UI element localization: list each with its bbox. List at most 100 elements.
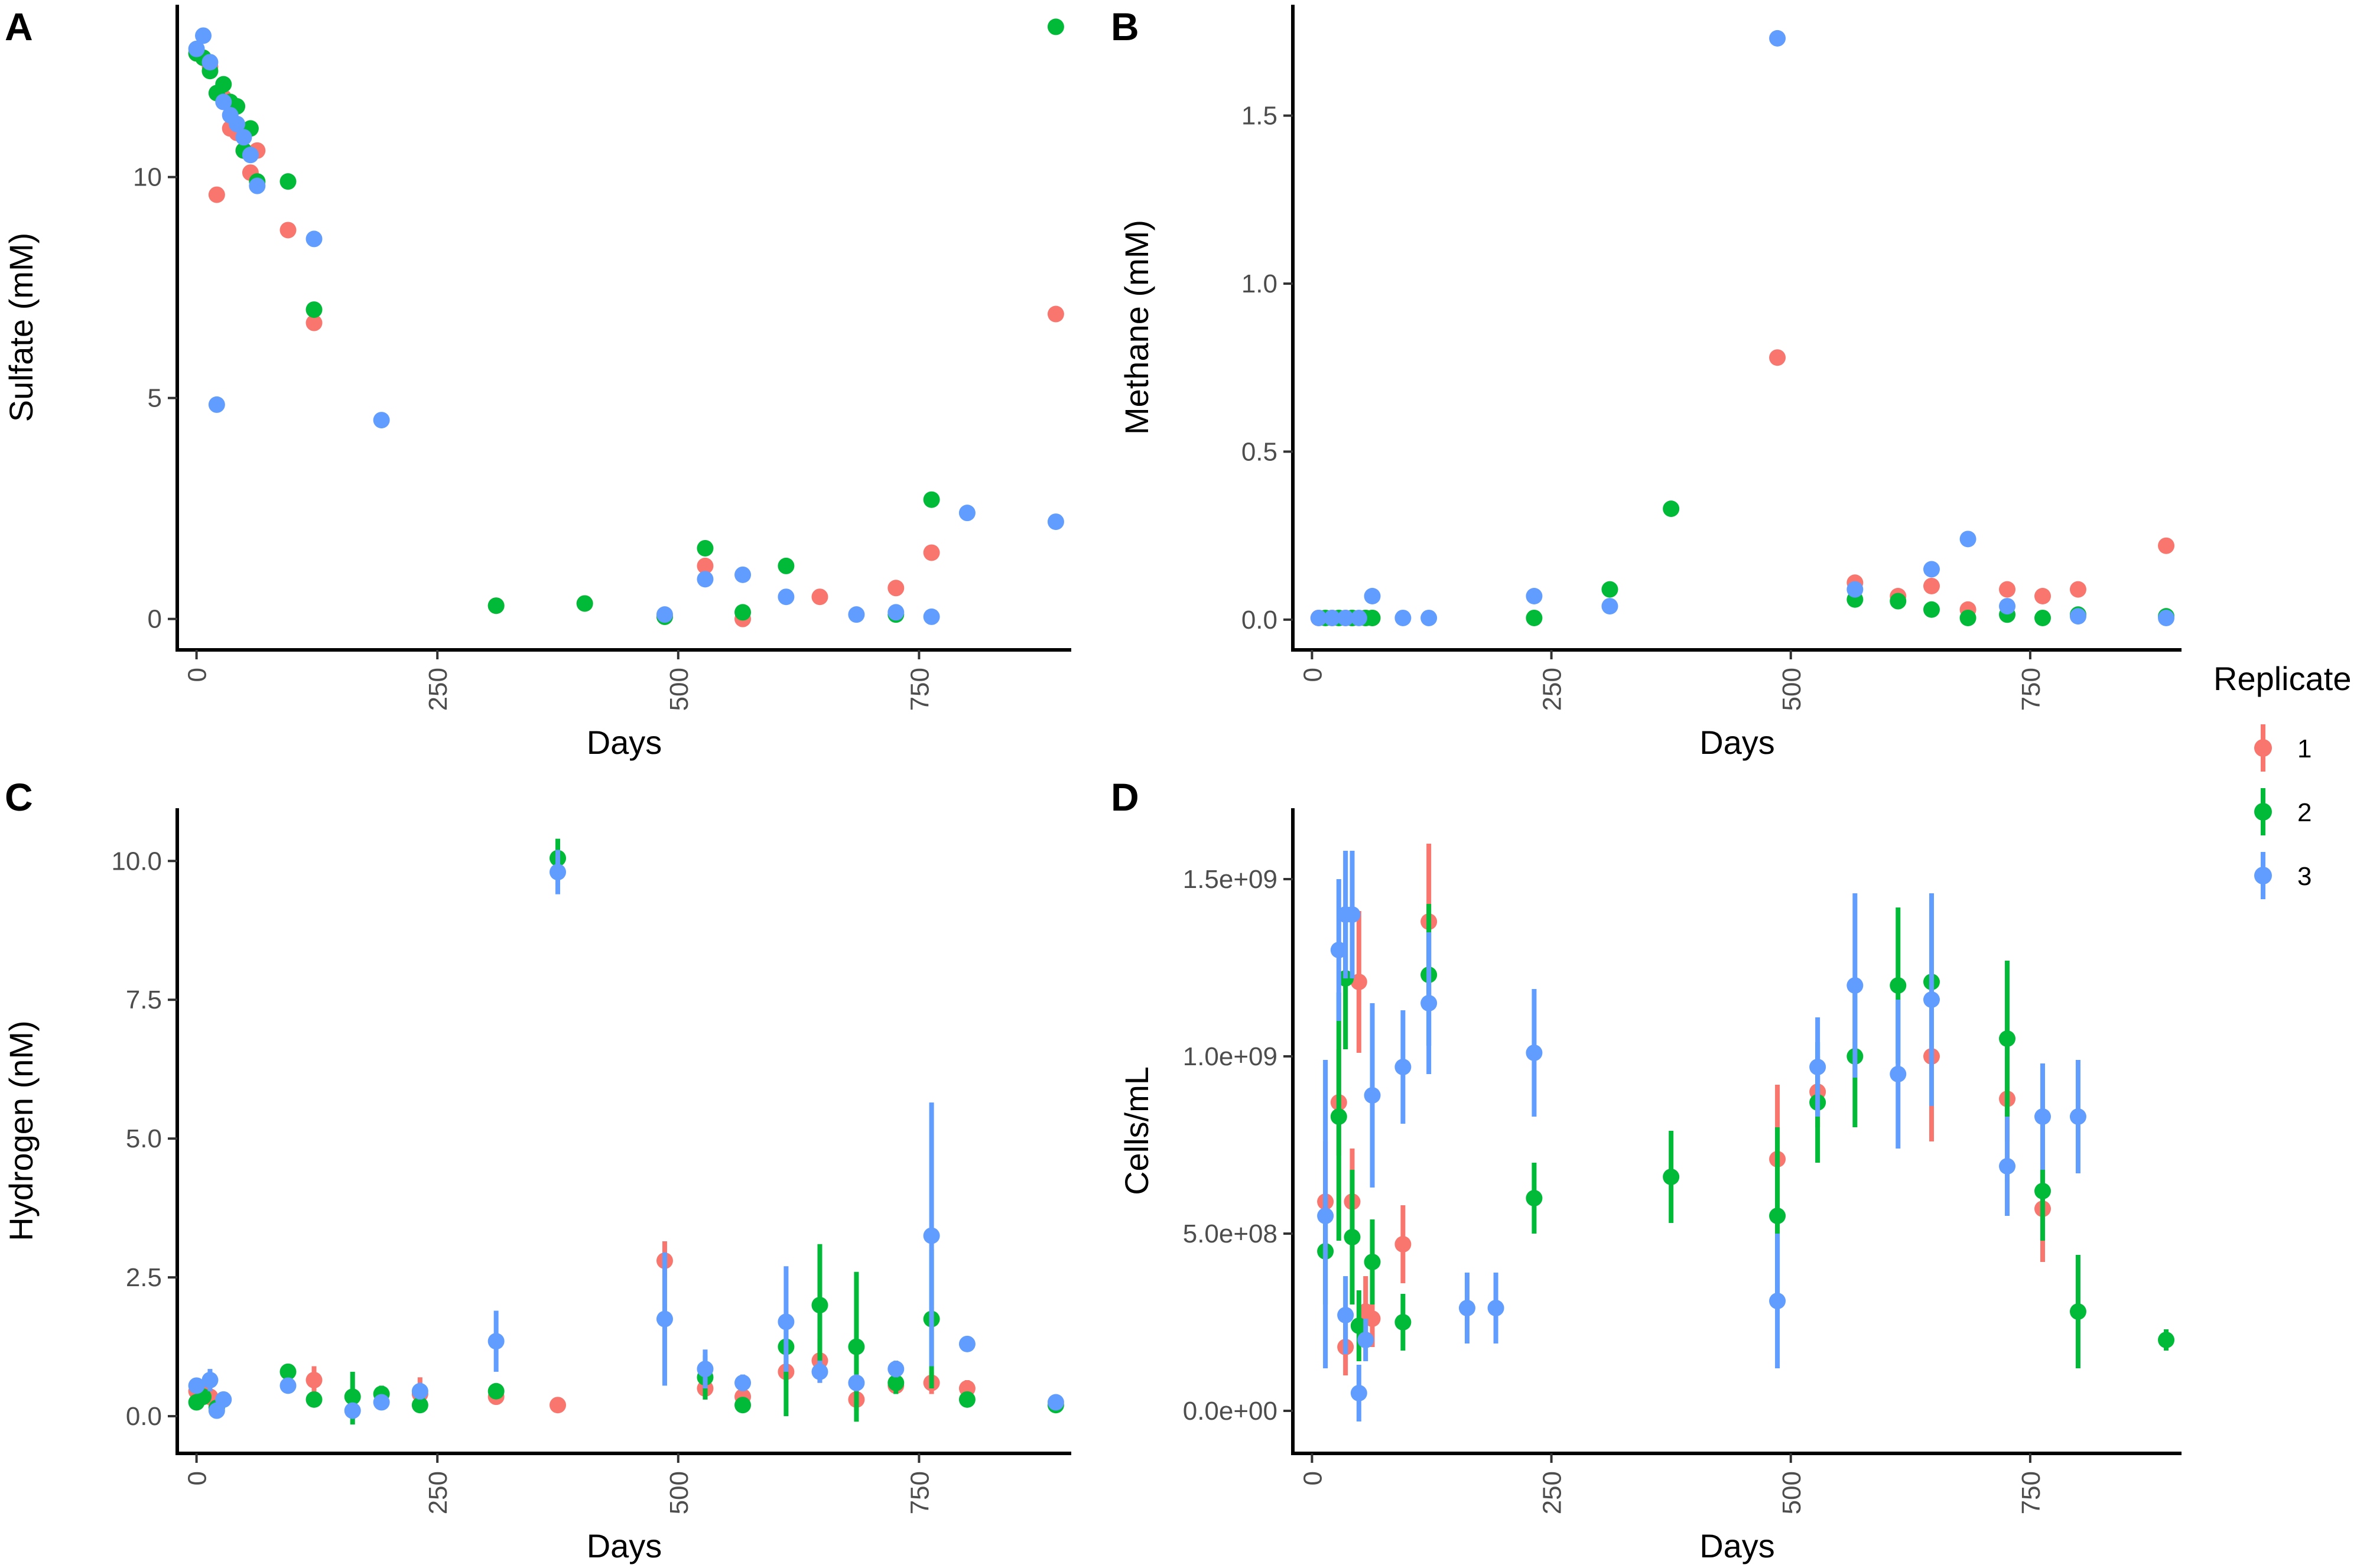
- y-tick-label: 1.0e+09: [1183, 1042, 1277, 1071]
- data-point: [305, 1371, 323, 1388]
- data-point: [958, 505, 976, 522]
- data-point: [235, 129, 252, 146]
- data-point: [2034, 1183, 2051, 1199]
- data-point: [1846, 581, 1864, 598]
- data-point: [1999, 598, 2016, 615]
- data-point: [1526, 588, 1543, 604]
- x-tick-label: 750: [905, 668, 934, 711]
- data-point: [188, 1377, 205, 1394]
- series-2: [1317, 500, 2175, 626]
- data-point: [811, 588, 828, 606]
- data-point: [2069, 1108, 2086, 1125]
- data-point: [1394, 1059, 1412, 1075]
- y-tick-label: 10: [133, 163, 162, 192]
- data-point: [215, 1391, 232, 1408]
- data-point: [215, 76, 232, 93]
- data-point: [1394, 609, 1412, 626]
- data-point: [778, 1313, 795, 1330]
- data-point: [249, 177, 266, 194]
- data-point: [1487, 1300, 1504, 1316]
- data-point: [1420, 995, 1438, 1011]
- x-tick-label: 0: [1298, 1471, 1327, 1485]
- series-1: [188, 45, 1064, 627]
- data-point: [923, 608, 940, 625]
- x-tick-label: 250: [1538, 1471, 1567, 1514]
- y-tick-label: 10.0: [111, 847, 162, 876]
- data-point: [1526, 1045, 1543, 1061]
- data-point: [373, 1394, 390, 1411]
- data-point: [1526, 609, 1543, 626]
- data-point: [1890, 977, 1907, 994]
- data-point: [1394, 1314, 1412, 1330]
- data-point: [242, 147, 259, 164]
- data-point: [1364, 1087, 1381, 1104]
- y-tick-label: 1.0: [1241, 269, 1277, 298]
- series-1: [1310, 349, 2175, 626]
- data-point: [1890, 1066, 1907, 1082]
- panel-d: D 0.0e+00 5.0e+08 1.0e+09 1.5e+09 0 250 500 750 D…: [1111, 775, 2182, 1564]
- panel-label: C: [5, 775, 33, 819]
- data-point: [887, 1374, 905, 1391]
- y-tick-label: 7.5: [126, 985, 162, 1014]
- data-point: [1923, 561, 1940, 578]
- data-point: [188, 40, 205, 57]
- x-tick-label: 250: [424, 668, 453, 711]
- data-point: [1999, 581, 2016, 598]
- data-point: [305, 301, 323, 318]
- data-point: [279, 222, 297, 239]
- x-tick-label: 750: [905, 1471, 934, 1514]
- y-tick-label: 0.0e+00: [1183, 1397, 1277, 1426]
- x-tick-label: 0: [183, 668, 212, 682]
- data-point: [734, 1397, 752, 1414]
- data-point: [1364, 588, 1381, 604]
- data-point: [848, 1374, 865, 1391]
- data-point: [279, 1377, 297, 1394]
- data-point: [1344, 1229, 1361, 1245]
- legend-items: 1 2 3: [2254, 724, 2312, 899]
- data-point: [1769, 30, 1786, 47]
- x-tick-label: 0: [1298, 668, 1327, 682]
- data-point: [1344, 906, 1361, 923]
- data-point: [2034, 588, 2051, 604]
- x-tick-label: 500: [665, 668, 694, 711]
- data-point: [1601, 581, 1618, 598]
- data-point: [1769, 349, 1786, 366]
- data-point: [1350, 1317, 1367, 1334]
- data-point: [373, 412, 390, 429]
- data-point: [411, 1397, 428, 1414]
- series-3: [188, 850, 1064, 1419]
- legend: Replicate 1 2 3: [2213, 660, 2351, 899]
- panel-label: B: [1111, 5, 1139, 48]
- data-point: [848, 1338, 865, 1355]
- x-tick-label: 250: [424, 1471, 453, 1514]
- data-point: [1310, 609, 1327, 626]
- data-point: [2069, 581, 2086, 598]
- data-point: [1337, 1307, 1354, 1323]
- data-point: [1350, 609, 1367, 626]
- data-point: [1846, 977, 1864, 994]
- x-axis-title: Days: [1699, 724, 1775, 761]
- data-point: [1959, 609, 1976, 626]
- y-tick-label: 5.0: [126, 1124, 162, 1153]
- data-point: [2069, 1303, 2086, 1320]
- data-point: [734, 604, 752, 621]
- data-point: [1047, 513, 1064, 531]
- data-point: [1324, 609, 1341, 626]
- data-point: [2034, 1108, 2051, 1125]
- data-point: [1364, 609, 1381, 626]
- data-point: [2158, 1332, 2175, 1348]
- data-point: [2034, 609, 2051, 626]
- legend-item-2: 2: [2254, 788, 2312, 835]
- x-tick-label: 250: [1538, 668, 1567, 711]
- data-point: [1350, 1385, 1367, 1401]
- series-2: [1317, 904, 2175, 1368]
- data-point: [734, 1374, 752, 1391]
- data-point: [1047, 305, 1064, 323]
- data-point: [550, 1397, 567, 1414]
- data-point: [1394, 1236, 1412, 1253]
- y-axis-title: Methane (mM): [1118, 220, 1155, 435]
- data-point: [201, 54, 219, 71]
- legend-key-point: [2254, 867, 2272, 884]
- legend-label: 2: [2297, 798, 2312, 827]
- data-point: [487, 1333, 505, 1350]
